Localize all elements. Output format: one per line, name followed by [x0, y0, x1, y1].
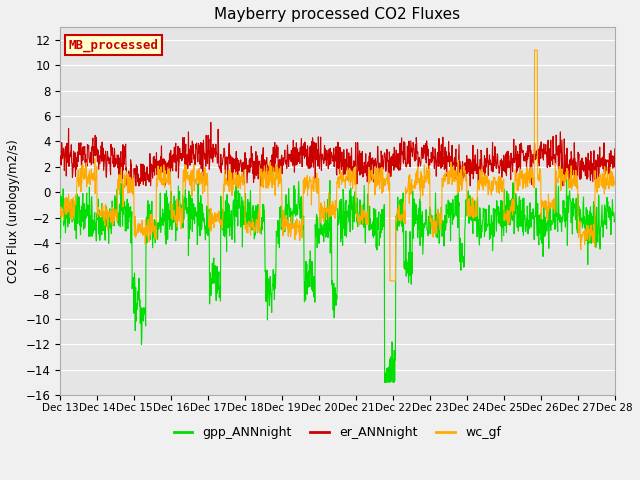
- Y-axis label: CO2 Flux (urology/m2/s): CO2 Flux (urology/m2/s): [7, 139, 20, 283]
- Title: Mayberry processed CO2 Fluxes: Mayberry processed CO2 Fluxes: [214, 7, 461, 22]
- Legend: gpp_ANNnight, er_ANNnight, wc_gf: gpp_ANNnight, er_ANNnight, wc_gf: [168, 421, 506, 444]
- Text: MB_processed: MB_processed: [68, 38, 159, 52]
